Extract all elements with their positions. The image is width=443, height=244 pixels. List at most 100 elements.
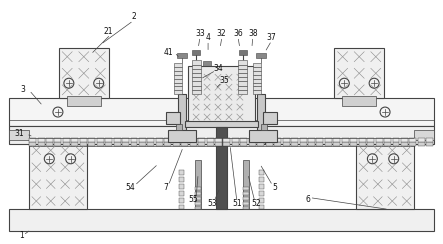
Bar (139, 142, 146, 146)
Text: 51: 51 (232, 199, 242, 208)
Bar (243, 197, 249, 200)
Bar (261, 124, 267, 130)
Bar (376, 138, 383, 142)
Bar (113, 142, 120, 146)
Bar (156, 138, 163, 142)
Bar (179, 191, 184, 196)
Bar (63, 142, 70, 146)
Bar (29, 138, 36, 142)
Text: 31: 31 (14, 129, 24, 138)
Bar (29, 142, 87, 210)
Bar (148, 138, 154, 142)
Bar (198, 142, 205, 146)
Bar (59, 48, 109, 98)
Bar (409, 138, 416, 142)
Bar (359, 142, 365, 146)
Bar (63, 138, 70, 142)
Text: 36: 36 (233, 29, 243, 38)
Bar (179, 198, 184, 203)
Bar (168, 130, 196, 142)
Bar (359, 138, 365, 142)
Bar (243, 202, 249, 204)
Bar (88, 138, 95, 142)
Bar (241, 138, 247, 142)
Bar (274, 142, 281, 146)
Text: 21: 21 (104, 27, 113, 36)
Bar (342, 96, 376, 106)
Bar (253, 67, 261, 71)
Text: 38: 38 (248, 29, 258, 38)
Text: 3: 3 (21, 85, 26, 94)
Text: 4: 4 (206, 33, 210, 42)
Bar (192, 77, 201, 81)
Bar (192, 90, 201, 94)
Bar (325, 142, 332, 146)
Bar (334, 142, 340, 146)
Bar (179, 204, 184, 210)
Text: 7: 7 (163, 183, 168, 192)
Text: 32: 32 (216, 29, 226, 38)
Bar (206, 138, 214, 142)
Bar (426, 138, 433, 142)
Bar (401, 142, 408, 146)
Bar (253, 90, 261, 94)
Bar (131, 138, 137, 142)
Bar (174, 63, 182, 67)
Bar (9, 130, 29, 140)
Bar (238, 73, 247, 77)
Bar (342, 138, 349, 142)
Bar (253, 86, 261, 90)
Bar (299, 138, 307, 142)
Bar (195, 187, 201, 190)
Bar (122, 138, 129, 142)
Bar (253, 75, 261, 79)
Bar (173, 138, 180, 142)
Bar (418, 138, 425, 142)
Bar (88, 142, 95, 146)
Bar (173, 142, 180, 146)
Bar (71, 142, 78, 146)
Bar (342, 142, 349, 146)
Bar (29, 142, 36, 146)
Bar (177, 53, 187, 58)
Bar (392, 138, 400, 142)
Bar (192, 65, 201, 69)
Bar (223, 142, 230, 146)
Bar (67, 96, 101, 106)
Bar (185, 121, 258, 127)
Bar (376, 142, 383, 146)
Bar (384, 142, 391, 146)
Bar (190, 142, 197, 146)
Bar (259, 177, 264, 182)
Bar (259, 191, 264, 196)
Bar (139, 138, 146, 142)
Bar (409, 142, 416, 146)
Text: 41: 41 (163, 48, 173, 57)
Bar (257, 142, 264, 146)
Bar (238, 60, 247, 65)
Bar (215, 142, 222, 146)
Bar (253, 63, 261, 67)
Bar (384, 138, 391, 142)
Bar (283, 142, 290, 146)
Bar (253, 83, 261, 86)
Bar (192, 81, 201, 86)
Bar (179, 170, 184, 175)
Bar (249, 142, 256, 146)
Bar (198, 138, 205, 142)
Text: 34: 34 (213, 64, 223, 73)
Bar (238, 90, 247, 94)
Bar (238, 69, 247, 73)
Bar (367, 142, 374, 146)
Text: 52: 52 (251, 199, 260, 208)
Bar (206, 142, 214, 146)
Bar (316, 138, 323, 142)
Bar (256, 53, 266, 58)
Bar (192, 69, 201, 73)
Text: 35: 35 (219, 76, 229, 85)
Bar (9, 210, 434, 231)
Bar (80, 142, 87, 146)
Bar (188, 66, 255, 124)
Bar (249, 130, 277, 142)
Bar (274, 138, 281, 142)
